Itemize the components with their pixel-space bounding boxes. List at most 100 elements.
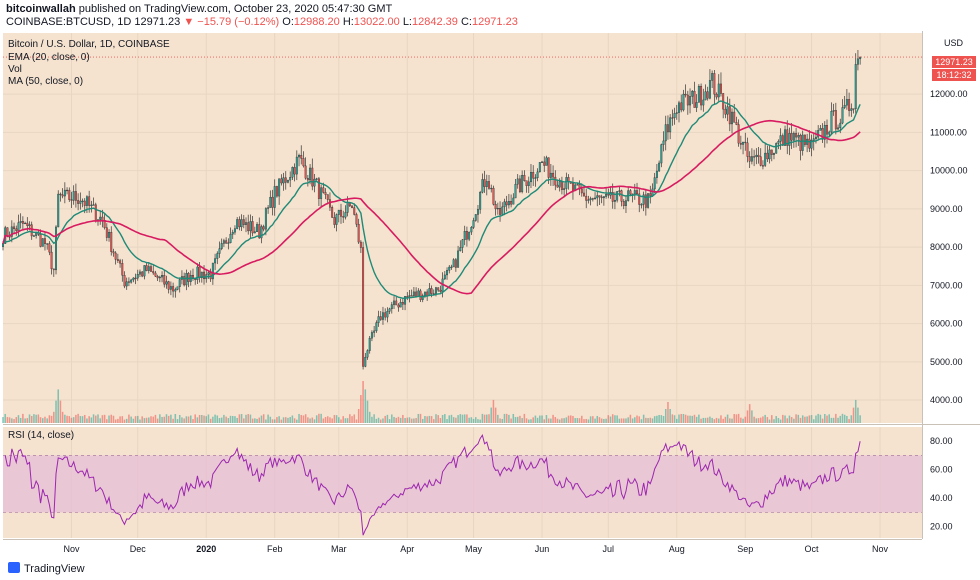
candle-body (198, 266, 201, 278)
candle (267, 204, 270, 214)
candle (684, 84, 687, 98)
candle-body (284, 177, 287, 183)
open-value: 12988.20 (293, 16, 340, 28)
candle (708, 69, 711, 100)
volume-bar (218, 418, 221, 423)
candle-body (355, 214, 358, 225)
candle (742, 141, 745, 155)
price-tick-label: 8000.00 (930, 242, 963, 252)
candle-body (671, 117, 674, 119)
candle (819, 124, 822, 131)
volume-bar (757, 418, 760, 423)
volume-bar (30, 416, 33, 423)
volume-bar (145, 417, 148, 423)
candle (746, 137, 749, 163)
candle (70, 191, 73, 209)
volume-bar (753, 416, 755, 423)
candle (697, 84, 700, 103)
candle-body (289, 177, 292, 181)
candle-body (313, 178, 316, 187)
candle-body (715, 93, 718, 98)
volume-bar (605, 418, 607, 423)
volume-bar (123, 419, 126, 423)
symbol-label: COINBASE:BTCUSD, 1D (6, 16, 132, 28)
legend-vol[interactable]: Vol (8, 64, 22, 75)
volume-bar (516, 416, 519, 423)
candle-body (94, 204, 97, 222)
candle-body (293, 167, 296, 175)
volume-bar (201, 414, 203, 423)
candle-body (669, 117, 672, 133)
candle-body (476, 209, 479, 215)
volume-bar (572, 415, 574, 423)
candle-body (227, 242, 230, 244)
candle (366, 349, 369, 360)
volume-bar (311, 417, 314, 423)
volume-bar (331, 418, 333, 423)
candle-body (260, 226, 263, 239)
volume-bar (729, 418, 731, 423)
time-tick-label: Jun (535, 544, 550, 554)
volume-bar (258, 417, 261, 423)
volume-bar (563, 418, 565, 423)
candle-body (72, 191, 75, 201)
candle-body (633, 190, 636, 195)
candle-body (764, 152, 767, 166)
volume-bar (664, 409, 667, 423)
candle-body (808, 138, 811, 149)
candle-body (264, 208, 267, 230)
candle-body (141, 271, 144, 277)
candle (691, 90, 694, 105)
candle-body (233, 228, 236, 233)
candle-body (52, 268, 55, 271)
volume-bar (291, 415, 294, 423)
volume-bar (243, 418, 245, 423)
volume-bar (50, 415, 53, 423)
candle (660, 143, 663, 168)
candle (476, 204, 479, 223)
candle (147, 262, 150, 274)
candle (174, 287, 177, 298)
last-price: 12971.23 (134, 16, 181, 28)
candle (331, 205, 334, 218)
candle (108, 229, 111, 242)
volume-bar (77, 413, 79, 423)
rsi-tick-label: 80.00 (930, 436, 953, 446)
candle (448, 265, 451, 274)
volume-bar (645, 417, 647, 423)
last-price-tag: 12971.23 (932, 56, 976, 68)
price-chart[interactable]: 4000.00 5000.00 6000.00 7000.00 8000.00 9000.… (0, 31, 980, 558)
candle-body (437, 287, 440, 291)
legend-ma[interactable]: MA (50, close, 0) (8, 76, 84, 87)
candle-body (773, 153, 775, 155)
volume-bar (848, 419, 850, 423)
volume-bar (108, 415, 110, 423)
candle-body (19, 221, 22, 223)
publisher-name[interactable]: bitcoinwallah (6, 3, 76, 15)
volume-bar (262, 414, 265, 423)
candle (379, 311, 382, 321)
change-value: ▼ −15.79 (−0.12%) (183, 16, 280, 28)
volume-bar (46, 418, 48, 423)
volume-bar (163, 416, 166, 423)
candle (152, 265, 155, 275)
candle-body (483, 179, 486, 187)
volume-bar (724, 416, 727, 423)
candle (99, 210, 102, 225)
candle (15, 225, 18, 236)
volume-bar (715, 417, 718, 423)
volume-bar (167, 415, 170, 423)
legend-rsi[interactable]: RSI (14, close) (8, 430, 75, 441)
candle (700, 83, 703, 111)
legend-ema[interactable]: EMA (20, close, 0) (8, 52, 90, 63)
volume-bar (766, 417, 769, 423)
candle-body (753, 156, 756, 158)
volume-bar (231, 415, 234, 423)
tradingview-logo[interactable]: TradingView (8, 562, 85, 575)
volume-bar (505, 413, 508, 423)
candle (207, 271, 210, 279)
candle (390, 301, 393, 314)
candle-body (368, 337, 371, 351)
candle-body (145, 265, 148, 271)
candle (678, 100, 680, 123)
